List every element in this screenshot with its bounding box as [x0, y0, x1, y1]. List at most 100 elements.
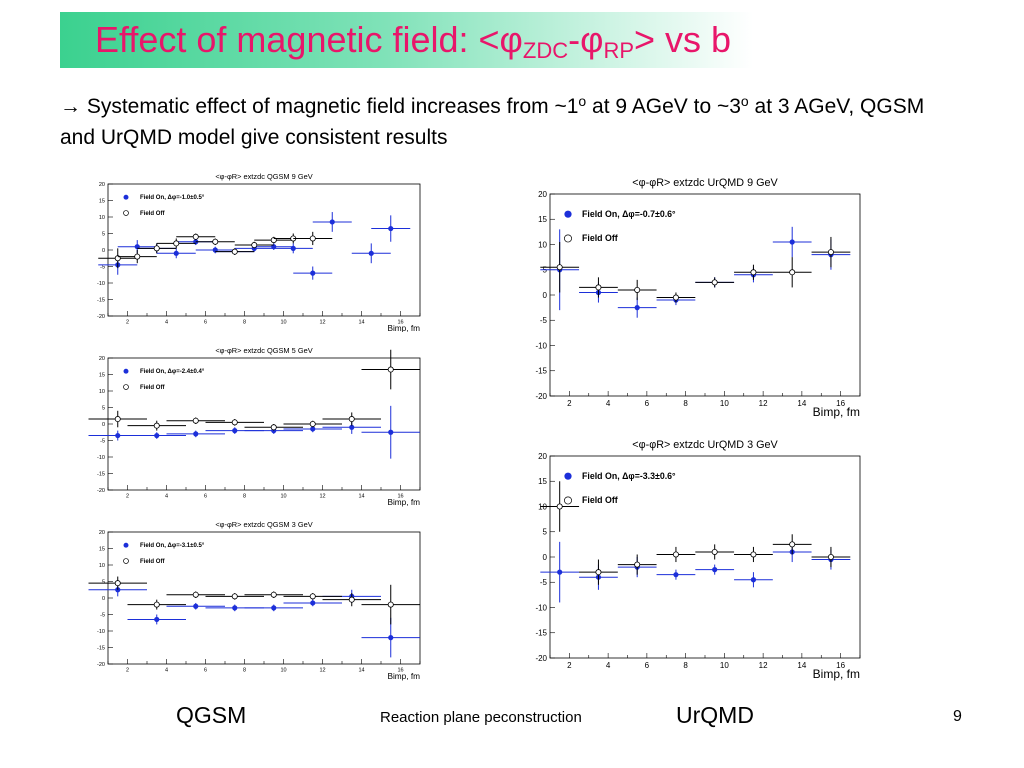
marker: [789, 269, 796, 276]
data-point: [195, 238, 235, 246]
y-tick-label: -15: [535, 629, 547, 638]
legend-label: Field Off: [140, 211, 166, 217]
x-tick-label: 12: [319, 320, 325, 326]
x-tick-label: 2: [126, 494, 129, 500]
x-tick-label: 16: [397, 494, 403, 500]
legend-marker: [123, 558, 129, 564]
y-tick-label: -20: [535, 654, 547, 663]
title-band: [60, 12, 984, 68]
x-tick-label: 8: [683, 399, 688, 408]
x-axis-label: Bimp, fm: [813, 667, 860, 681]
plot-qgsm-9gev: -20 -15 -10 -5 0 5 10 15 20 2 4 6 8 10 12 14 16 Bimp, fm <…: [80, 158, 430, 332]
data-point: [361, 405, 420, 459]
y-tick-label: -5: [100, 438, 105, 444]
marker: [557, 569, 563, 575]
x-tick-label: 4: [165, 668, 168, 674]
data-point: [273, 243, 313, 254]
x-tick-label: 14: [358, 668, 364, 674]
data-point: [156, 248, 196, 259]
x-axis-label: Bimp, fm: [387, 324, 420, 332]
marker: [270, 424, 277, 431]
y-tick-label: -10: [535, 603, 547, 612]
marker: [672, 294, 679, 301]
marker: [114, 580, 121, 587]
marker: [251, 242, 258, 249]
marker: [271, 605, 277, 611]
marker: [556, 264, 563, 271]
y-tick-label: 10: [99, 215, 105, 221]
marker: [114, 416, 121, 423]
marker: [711, 279, 718, 286]
marker: [673, 572, 679, 578]
x-tick-label: 8: [243, 494, 246, 500]
chart-title: <φ-φR> extzdc QGSM 9 GeV: [215, 172, 312, 181]
marker: [634, 286, 641, 293]
marker: [212, 238, 219, 245]
legend-marker: [123, 384, 129, 390]
y-tick-label: 20: [99, 356, 105, 362]
y-tick-label: -10: [97, 281, 105, 287]
data-point: [244, 604, 303, 612]
y-tick-label: -5: [540, 316, 548, 325]
data-point: [205, 419, 264, 426]
marker: [827, 249, 834, 256]
y-tick-label: 0: [102, 422, 105, 428]
y-tick-label: 20: [99, 182, 105, 188]
data-point: [88, 410, 147, 428]
y-tick-label: 15: [99, 198, 105, 204]
legend-marker: [123, 210, 129, 216]
marker: [192, 233, 199, 240]
data-point: [617, 279, 657, 301]
legend-label: Field On, Δφ=-3.3±0.6°: [582, 471, 676, 481]
bullet-text: → Systematic effect of magnetic field in…: [60, 93, 925, 149]
marker: [712, 567, 718, 573]
data-point: [127, 420, 186, 431]
x-tick-label: 16: [836, 399, 845, 408]
x-tick-label: 6: [204, 668, 207, 674]
x-tick-label: 10: [280, 494, 286, 500]
y-tick-label: -20: [97, 662, 105, 668]
x-axis-label: Bimp, fm: [813, 405, 860, 419]
data-point: [254, 243, 294, 250]
y-tick-label: -20: [535, 392, 547, 401]
data-point: [176, 233, 216, 241]
legend-marker: [564, 210, 572, 218]
plot-frame: [549, 193, 861, 397]
legend-label: Field Off: [140, 385, 166, 391]
x-axis-label: Bimp, fm: [387, 498, 420, 507]
marker: [232, 428, 238, 434]
x-tick-label: 4: [165, 320, 168, 326]
data-point: [734, 264, 773, 280]
x-tick-label: 2: [567, 661, 572, 670]
x-tick-label: 10: [280, 668, 286, 674]
x-tick-label: 8: [243, 668, 246, 674]
x-tick-label: 4: [165, 494, 168, 500]
x-tick-label: 14: [797, 661, 806, 670]
marker: [387, 601, 394, 608]
x-tick-label: 14: [797, 399, 806, 408]
marker: [154, 432, 160, 439]
marker: [134, 253, 141, 260]
x-tick-label: 4: [606, 661, 611, 670]
x-tick-label: 10: [720, 399, 729, 408]
legend-marker: [123, 542, 129, 548]
y-tick-label: 15: [99, 546, 105, 552]
data-point: [361, 617, 420, 658]
x-tick-label: 6: [645, 661, 650, 670]
x-tick-label: 8: [683, 661, 688, 670]
marker: [388, 635, 394, 641]
y-tick-label: 10: [99, 563, 105, 569]
data-point: [351, 243, 391, 264]
legend-marker: [123, 368, 129, 374]
chart-title: <φ-φR> extzdc UrQMD 9 GeV: [632, 177, 778, 189]
marker: [309, 421, 316, 428]
data-point: [166, 430, 225, 438]
legend-label: Field On, Δφ=-3.1±0.5°: [140, 543, 205, 549]
x-tick-label: 2: [567, 399, 572, 408]
marker: [193, 431, 199, 437]
data-point: [695, 544, 735, 560]
data-point: [772, 534, 812, 555]
marker: [154, 616, 160, 623]
